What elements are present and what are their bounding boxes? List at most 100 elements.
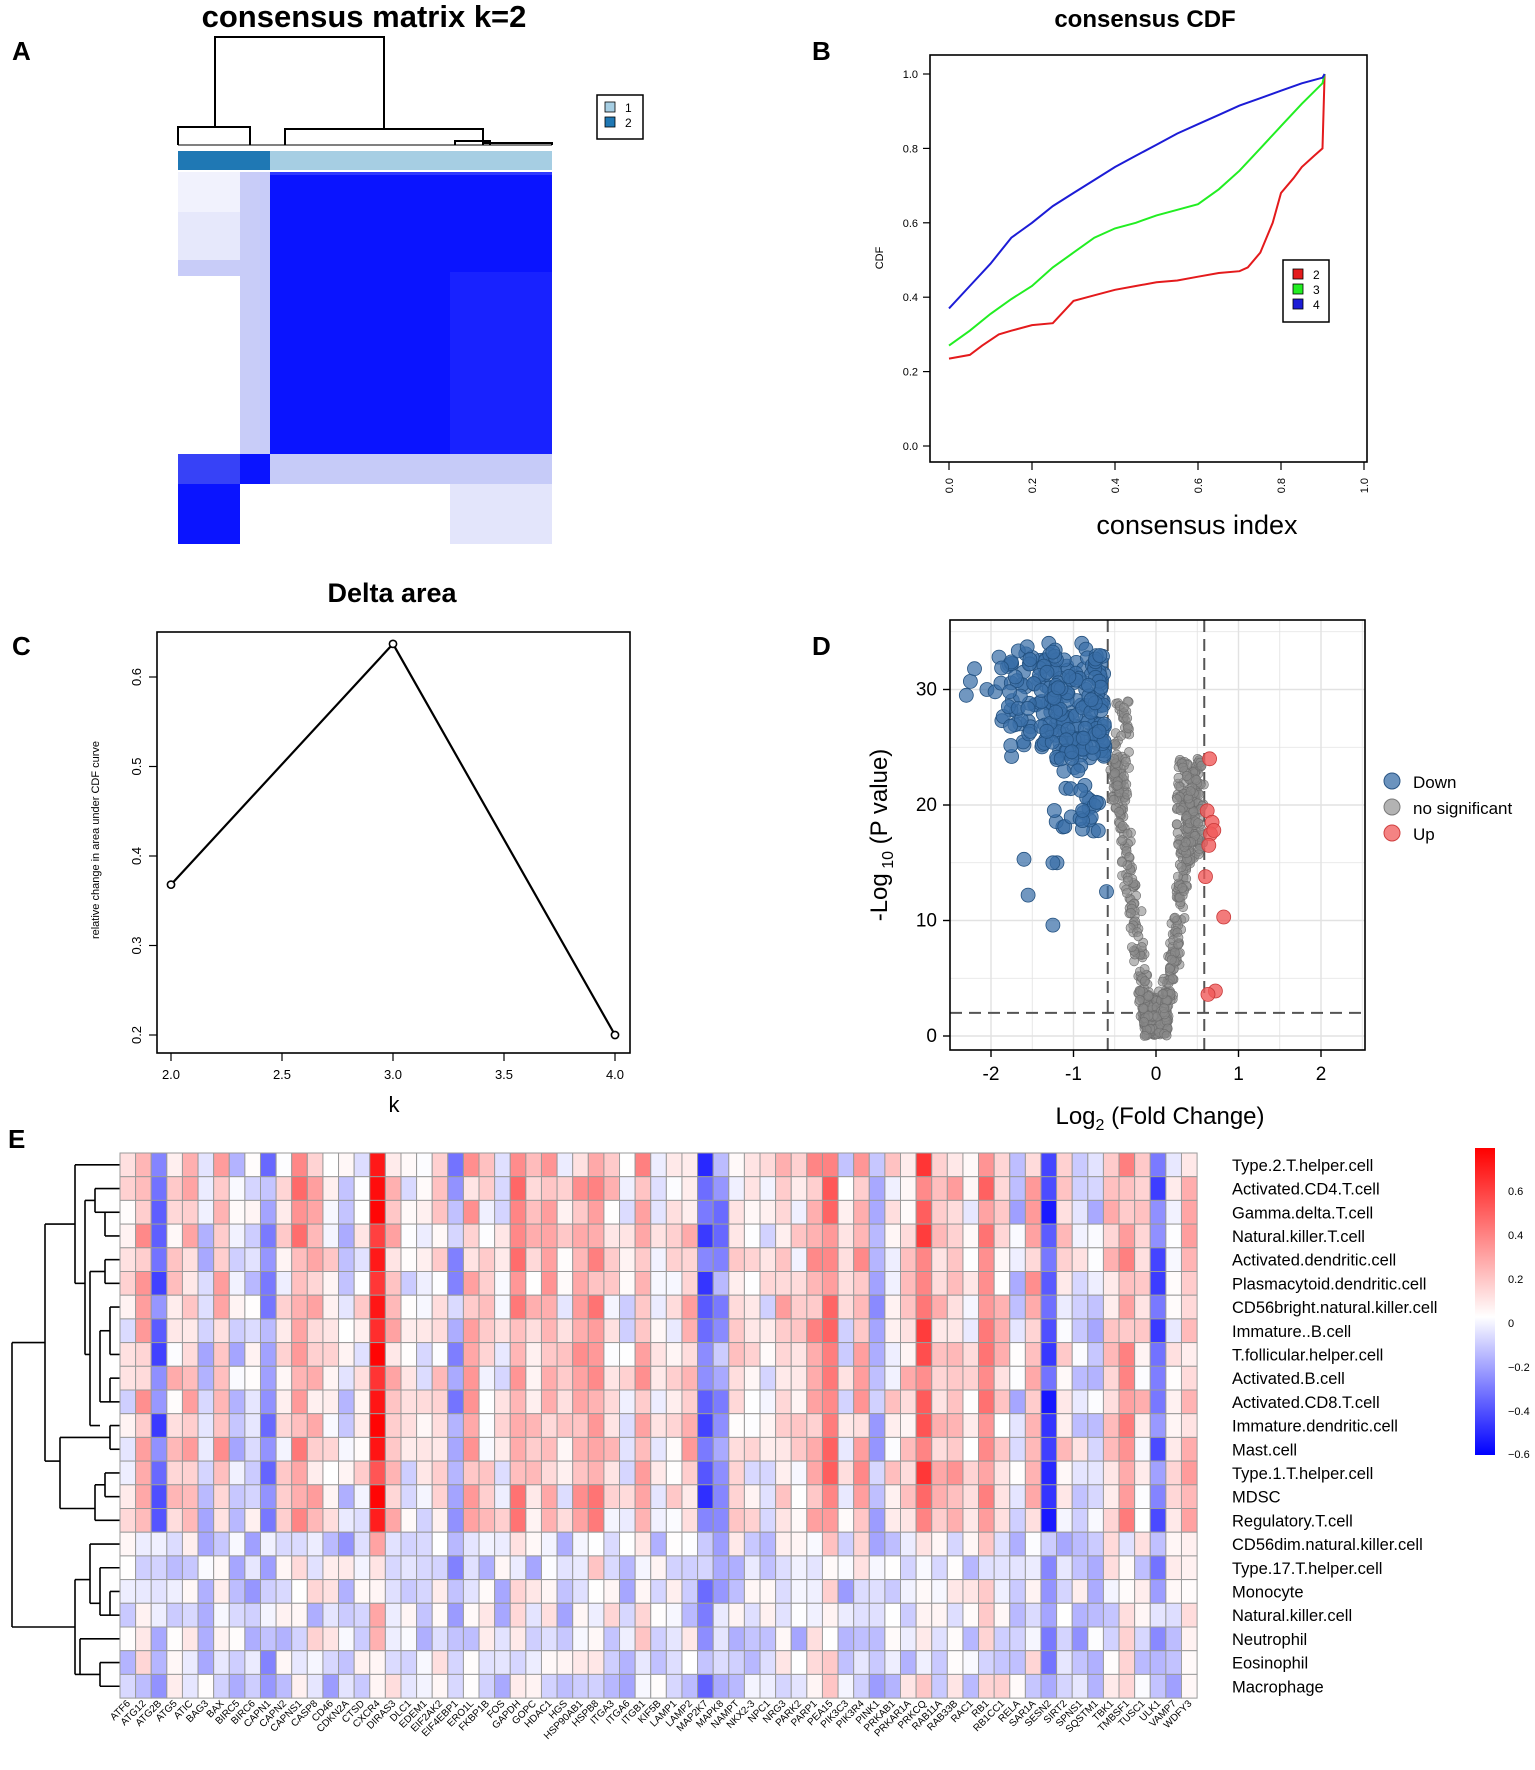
panel-e-cell [213, 1508, 230, 1533]
panel-e-cell [462, 1152, 480, 1178]
panel-e-cell [306, 1223, 324, 1249]
panel-e-cell [416, 1389, 433, 1415]
panel-e-cell [900, 1389, 917, 1415]
panel-e-cell [619, 1436, 636, 1462]
panel-e-cell [1040, 1602, 1058, 1628]
panel-e-cell [884, 1152, 902, 1178]
panel-e-cell [525, 1152, 542, 1178]
panel-e-cell [353, 1152, 371, 1178]
panel-d-point-up [1200, 987, 1216, 1002]
panel-e-cell [884, 1389, 902, 1415]
panel-e-cell [931, 1508, 948, 1533]
panel-e-cell [338, 1531, 355, 1557]
panel-e-cell [775, 1579, 792, 1604]
panel-e-cell [181, 1673, 199, 1699]
panel-e-cell [884, 1650, 902, 1675]
panel-e-cell [540, 1389, 558, 1415]
panel-e-cell [931, 1650, 948, 1675]
panel-e-cell [509, 1602, 527, 1628]
panel-e-cell [416, 1318, 433, 1344]
panel-e-cell [993, 1342, 1011, 1367]
panel-e-cell [837, 1579, 855, 1604]
panel-e-cell [494, 1199, 511, 1225]
panel-e-cell [900, 1247, 917, 1273]
panel-e-cell [244, 1531, 261, 1557]
panel-e-cell [837, 1247, 855, 1273]
panel-e-row-label: Type.17.T.helper.cell [1232, 1560, 1382, 1578]
panel-e-cell [697, 1508, 714, 1533]
panel-e-cell [119, 1342, 137, 1367]
panel-e-cell [244, 1602, 261, 1628]
panel-e-cell [728, 1579, 745, 1604]
panel-e-cell [1180, 1436, 1198, 1462]
panel-d-point-ns [1125, 908, 1136, 918]
panel-e-cell [1102, 1247, 1120, 1273]
panel-e-cell [853, 1389, 870, 1415]
panel-e-cell [181, 1294, 199, 1320]
panel-e-cell [634, 1484, 652, 1510]
panel-e-cell [1102, 1626, 1120, 1652]
panel-e-cell [1056, 1389, 1073, 1415]
panel-e-cell [478, 1365, 496, 1391]
panel-e-cell [603, 1318, 621, 1344]
panel-e-cell [228, 1602, 246, 1628]
panel-e-cell [1009, 1247, 1026, 1273]
panel-e-cell [119, 1413, 137, 1438]
panel-e-cell [868, 1626, 886, 1652]
panel-label-e: E [8, 1124, 25, 1154]
panel-e-cell [369, 1531, 386, 1557]
panel-e-cell [150, 1152, 168, 1178]
panel-e-cell [790, 1342, 808, 1367]
panel-e-cell [572, 1318, 589, 1344]
panel-d-point-ns [1166, 954, 1177, 965]
panel-d-point-down [1075, 803, 1090, 818]
panel-e-cell [1134, 1365, 1151, 1391]
panel-d-point-up [1202, 751, 1217, 767]
panel-e-cell [821, 1318, 839, 1344]
panel-e-cell [1118, 1602, 1136, 1628]
panel-e-cell [509, 1531, 527, 1557]
panel-e-cell [431, 1508, 449, 1533]
panel-e-cell [634, 1199, 652, 1225]
panel-e-cell [509, 1484, 527, 1510]
panel-e-cell [572, 1365, 589, 1391]
panel-e-cell [228, 1579, 246, 1604]
panel-e-cell [962, 1389, 980, 1415]
panel-e-cell [1165, 1626, 1182, 1652]
panel-e-cell [1134, 1176, 1151, 1201]
panel-e-cell [494, 1365, 511, 1391]
panel-e-cell [665, 1294, 683, 1320]
panel-e-cell [868, 1342, 886, 1367]
panel-e-cell [665, 1579, 683, 1604]
panel-e-cell [743, 1555, 761, 1581]
panel-e-cell [1009, 1460, 1026, 1486]
panel-e-cell [540, 1531, 558, 1557]
panel-d-point-down [1091, 724, 1107, 739]
panel-e-cell [587, 1152, 605, 1178]
panel-e-cell [619, 1602, 636, 1628]
panel-b-series-line-4 [948, 73, 1326, 310]
panel-e-cell [790, 1484, 808, 1510]
panel-e-cell [1102, 1579, 1120, 1604]
panel-e-cell [1102, 1199, 1120, 1225]
panel-e-cell [1040, 1271, 1058, 1296]
panel-e-cell [431, 1199, 449, 1225]
panel-e-cell [1024, 1602, 1042, 1628]
panel-e-cell [338, 1199, 355, 1225]
panel-e-cell [884, 1271, 902, 1296]
panel-e-cell [1056, 1602, 1073, 1628]
panel-e-cell [931, 1436, 948, 1462]
panel-e-cell [540, 1199, 558, 1225]
panel-e-cell [650, 1579, 667, 1604]
panel-e-cell [712, 1318, 730, 1344]
panel-e-cell [369, 1436, 386, 1462]
panel-e-cell [1087, 1152, 1104, 1178]
panel-b-axes: 0.00.20.40.60.81.00.0 0.2 0.4 0.6 0.8 1.0 [903, 69, 1371, 493]
panel-e-cell [978, 1223, 995, 1249]
panel-e-cell [275, 1223, 293, 1249]
panel-e-cell [400, 1555, 418, 1581]
panel-e-cell [712, 1436, 730, 1462]
panel-d-point-ns [1108, 794, 1119, 805]
panel-e-cell [837, 1318, 855, 1344]
panel-e-cell [900, 1626, 917, 1652]
